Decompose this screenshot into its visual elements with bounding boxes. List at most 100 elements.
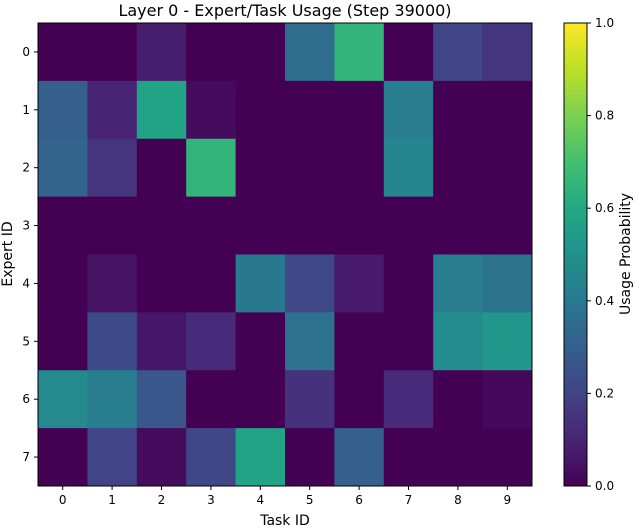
y-tick-label: 0 (22, 45, 30, 59)
heatmap-cell-r0-c6 (334, 23, 385, 82)
colorbar-gradient (563, 22, 588, 487)
heatmap-cell-r1-c1 (87, 80, 138, 140)
heatmap-cell-r7-c2 (136, 428, 187, 487)
x-tick-label: 5 (306, 493, 314, 507)
heatmap-cell-r1-c8 (433, 80, 484, 140)
heatmap-cell-r6-c3 (186, 370, 237, 429)
x-tick-label: 8 (454, 493, 462, 507)
heatmap-cell-r1-c3 (186, 80, 237, 140)
heatmap-cell-r3-c0 (38, 196, 88, 255)
heatmap-cell-r7-c3 (186, 428, 237, 487)
heatmap-cell-r3-c4 (235, 196, 286, 255)
heatmap-cell-r3-c1 (87, 196, 138, 255)
heatmap-cell-r4-c6 (334, 254, 385, 313)
heatmap-cell-r7-c9 (482, 428, 533, 487)
y-axis-label: Expert ID (0, 221, 16, 286)
heatmap-cell-r2-c5 (285, 138, 335, 198)
colorbar: 0.0 0.2 0.4 0.6 0.8 1.0 Usage Probability (563, 16, 634, 493)
heatmap-cell-r3-c2 (136, 196, 187, 255)
colorbar-tick-label: 0.6 (595, 201, 614, 215)
heatmap-cell-r3-c9 (482, 196, 533, 255)
x-axis-label: Task ID (259, 513, 310, 529)
heatmap-cell-r5-c5 (285, 312, 335, 371)
y-tick-label: 1 (22, 103, 30, 117)
heatmap-cell-r5-c1 (87, 312, 138, 371)
heatmap-cell-r3-c7 (383, 196, 434, 255)
heatmap-cell-r0-c8 (433, 23, 484, 82)
heatmap-cell-r3-c6 (334, 196, 385, 255)
colorbar-tick-label: 1.0 (595, 16, 614, 30)
plot-frame (37, 22, 533, 487)
heatmap-cell-r1-c5 (285, 80, 335, 140)
heatmap-cell-r1-c2 (136, 80, 187, 140)
heatmap-cell-r5-c3 (186, 312, 237, 371)
heatmap-cell-r7-c8 (433, 428, 484, 487)
colorbar-tick-label: 0.4 (595, 294, 614, 308)
heatmap-cell-r4-c1 (87, 254, 138, 313)
heatmap-cell-r7-c6 (334, 428, 385, 487)
heatmap-cell-r6-c2 (136, 370, 187, 429)
x-tick-label: 9 (503, 493, 511, 507)
x-tick-label: 3 (207, 493, 215, 507)
heatmap-cell-r6-c0 (38, 370, 88, 429)
heatmap-cell-r2-c9 (482, 138, 533, 198)
heatmap-cell-r7-c5 (285, 428, 335, 487)
heatmap-cell-r4-c4 (235, 254, 286, 313)
heatmap-cell-r0-c9 (482, 23, 533, 82)
y-axis-ticks: 0 1 2 3 4 5 6 7 (22, 45, 38, 464)
heatmap-cell-r5-c8 (433, 312, 484, 371)
heatmap-cell-r6-c5 (285, 370, 335, 429)
heatmap-cell-r2-c0 (38, 138, 88, 198)
y-tick-label: 7 (22, 450, 30, 464)
heatmap-cell-r7-c0 (38, 428, 88, 487)
x-tick-label: 2 (158, 493, 166, 507)
heatmap-cell-r0-c1 (87, 23, 138, 82)
heatmap-cell-r5-c9 (482, 312, 533, 371)
y-tick-label: 3 (22, 219, 30, 233)
heatmap-cell-r2-c3 (186, 138, 237, 198)
heatmap-cell-r2-c7 (383, 138, 434, 198)
heatmap-cell-r2-c6 (334, 138, 385, 198)
heatmap-cell-r4-c0 (38, 254, 88, 313)
colorbar-label: Usage Probability (618, 193, 634, 315)
heatmap-cell-r5-c7 (383, 312, 434, 371)
y-tick-label: 5 (22, 334, 30, 348)
heatmap-cell-r3-c3 (186, 196, 237, 255)
heatmap-cell-r2-c2 (136, 138, 187, 198)
heatmap-cell-r6-c8 (433, 370, 484, 429)
y-tick-label: 2 (22, 161, 30, 175)
x-axis-ticks: 0 1 2 3 4 5 6 7 8 9 (59, 486, 511, 507)
heatmap-cell-r4-c9 (482, 254, 533, 313)
heatmap-cell-r4-c8 (433, 254, 484, 313)
heatmap-cell-r1-c9 (482, 80, 533, 140)
heatmap-cell-r6-c1 (87, 370, 138, 429)
x-tick-label: 1 (108, 493, 116, 507)
heatmap-cell-r0-c5 (285, 23, 335, 82)
x-tick-label: 6 (355, 493, 363, 507)
y-tick-label: 6 (22, 392, 30, 406)
heatmap-cell-r5-c0 (38, 312, 88, 371)
heatmap-cell-r5-c2 (136, 312, 187, 371)
heatmap-cell-r1-c7 (383, 80, 434, 140)
heatmap-cell-r4-c5 (285, 254, 335, 313)
heatmap-cell-r2-c1 (87, 138, 138, 198)
heatmap-cell-r0-c4 (235, 23, 286, 82)
heatmap-cell-r7-c4 (235, 428, 286, 487)
heatmap-cell-r3-c5 (285, 196, 335, 255)
heatmap-cell-r6-c4 (235, 370, 286, 429)
chart-title: Layer 0 - Expert/Task Usage (Step 39000) (118, 1, 451, 20)
heatmap-cell-r1-c4 (235, 80, 286, 140)
y-tick-label: 4 (22, 276, 30, 290)
x-tick-label: 0 (59, 493, 67, 507)
heatmap-cell-r5-c6 (334, 312, 385, 371)
heatmap-cell-r0-c7 (383, 23, 434, 82)
heatmap-cell-r0-c3 (186, 23, 237, 82)
heatmap-cell-r4-c7 (383, 254, 434, 313)
x-tick-label: 7 (405, 493, 413, 507)
colorbar-tick-label: 0.2 (595, 386, 614, 400)
heatmap-cell-r0-c2 (136, 23, 187, 82)
heatmap-cell-r6-c7 (383, 370, 434, 429)
heatmap-cell-r7-c1 (87, 428, 138, 487)
x-tick-label: 4 (256, 493, 264, 507)
